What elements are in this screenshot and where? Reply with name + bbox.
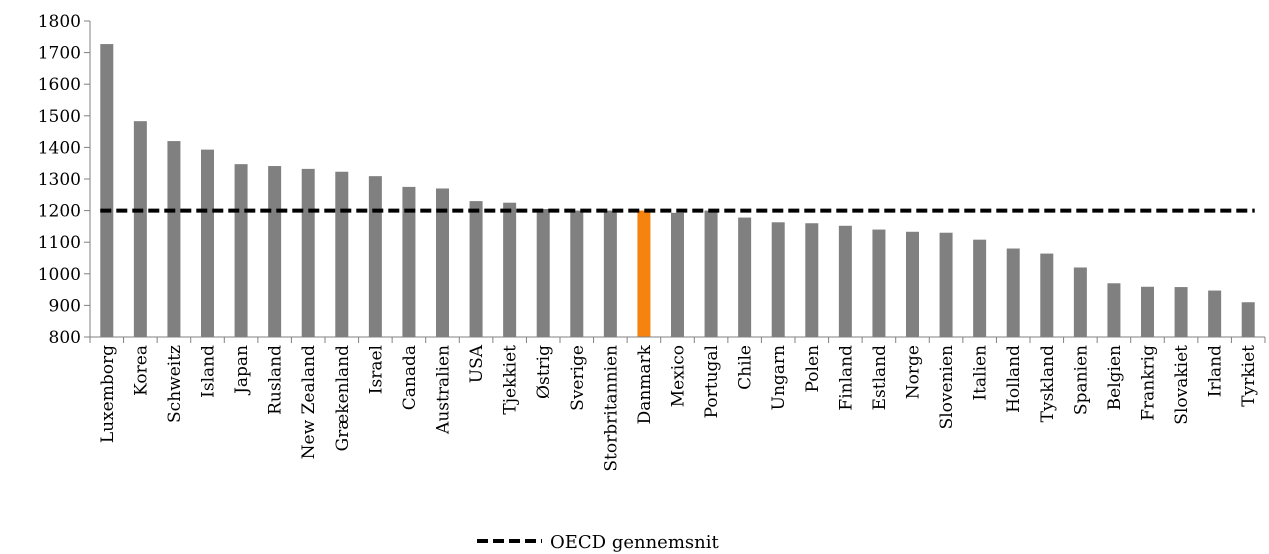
bar-korea (133, 121, 147, 337)
x-category-label: Tyrkiet (1239, 345, 1259, 407)
legend: OECD gennemsnit (477, 532, 719, 553)
x-category-label: Island (199, 345, 219, 398)
bar-belgien (1107, 283, 1121, 337)
x-category-label: USA (467, 344, 487, 383)
x-category-label: Sverige (568, 345, 588, 411)
y-tick-label: 1400 (38, 138, 81, 158)
bar-japan (234, 164, 248, 337)
bar-irland (1208, 290, 1222, 337)
x-category-label: Tyskland (1038, 345, 1058, 422)
x-category-label: Storbritannien (601, 345, 621, 472)
x-category-label: Østrig (534, 345, 554, 399)
x-category-label: Grækenland (333, 345, 353, 452)
x-category-label: Danmark (635, 344, 655, 424)
x-category-label: Israel (366, 345, 386, 394)
bar-island (201, 149, 214, 337)
y-tick-label: 1000 (38, 265, 81, 285)
x-category-label: Ungarn (769, 345, 789, 410)
bar-luxemborg (100, 44, 114, 338)
bar-tjekkiet (503, 202, 517, 337)
x-category-label: Portugal (702, 345, 722, 418)
bar-tyskland (1040, 253, 1054, 337)
x-category-label: Estland (870, 345, 890, 410)
y-tick-label: 800 (49, 328, 81, 348)
bar-storbritannien (603, 210, 617, 337)
x-category-label: Slovenien (937, 345, 957, 429)
x-category-label: Mexico (669, 345, 689, 407)
bar-grækenland (335, 171, 349, 337)
legend-label: OECD gennemsnit (550, 532, 719, 553)
x-axis: Luxemborg Korea Schweitz Island Japan Rusland… (89, 336, 1266, 472)
bar-israel (368, 176, 382, 337)
x-category-label: Italien (971, 345, 991, 401)
x-category-label: Belgien (1105, 345, 1125, 410)
x-category-label: Japan (232, 345, 252, 396)
bar-spanien (1073, 267, 1087, 337)
x-category-label: Polen (803, 345, 823, 392)
x-category-label: Spanien (1071, 345, 1091, 415)
y-tick-label: 1700 (38, 44, 81, 64)
x-category-label: Korea (131, 345, 151, 396)
bar-norge (906, 231, 919, 337)
y-tick-label: 1200 (38, 202, 81, 222)
bar-frankrig (1141, 286, 1154, 337)
bar-østrig (536, 209, 550, 337)
y-tick-label: 1100 (38, 233, 81, 253)
x-category-label: Rusland (266, 345, 286, 415)
bar-schweitz (167, 141, 181, 337)
bar-slovenien (939, 232, 953, 337)
y-tick-label: 900 (49, 296, 81, 316)
bar-polen (805, 223, 819, 337)
x-category-label: Australien (434, 345, 454, 435)
bar-estland (872, 229, 886, 337)
x-category-label: Schweitz (165, 345, 185, 423)
bar-australien (436, 188, 449, 337)
x-category-label: Tjekkiet (501, 345, 521, 415)
x-category-label: Slovakiet (1172, 345, 1192, 425)
bar-tyrkiet (1241, 302, 1255, 337)
x-category-label: Canada (400, 345, 420, 410)
bar-danmark (637, 210, 651, 337)
bar-usa (469, 201, 483, 337)
y-tick-label: 1300 (38, 170, 81, 190)
y-tick-label: 1800 (38, 12, 81, 32)
bar-slovakiet (1174, 287, 1188, 337)
x-category-label: New Zealand (299, 345, 319, 459)
x-category-label: Frankrig (1139, 345, 1159, 421)
bar-rusland (268, 166, 282, 337)
bar-portugal (704, 210, 718, 337)
x-category-label: Luxemborg (98, 345, 118, 443)
bar-finland (838, 225, 852, 337)
bar-italien (973, 239, 987, 337)
bar-chile (738, 217, 752, 337)
bar-sverige (570, 210, 584, 337)
x-category-label: Chile (736, 345, 756, 390)
bar-ungarn (771, 222, 785, 337)
bars (100, 44, 1255, 338)
x-category-label: Irland (1206, 345, 1226, 397)
bar-canada (402, 186, 416, 337)
x-category-label: Norge (904, 345, 924, 399)
x-category-label: Holland (1004, 345, 1024, 413)
y-axis: 800 900 1000 1100 1200 1300 1400 1500 1600 1700 18… (38, 12, 91, 348)
y-tick-label: 1600 (38, 75, 81, 95)
bar-mexico (671, 212, 684, 337)
x-category-label: Finland (836, 345, 856, 411)
bar-new-zealand (301, 168, 315, 337)
bar-holland (1006, 248, 1020, 337)
y-tick-label: 1500 (38, 107, 81, 127)
